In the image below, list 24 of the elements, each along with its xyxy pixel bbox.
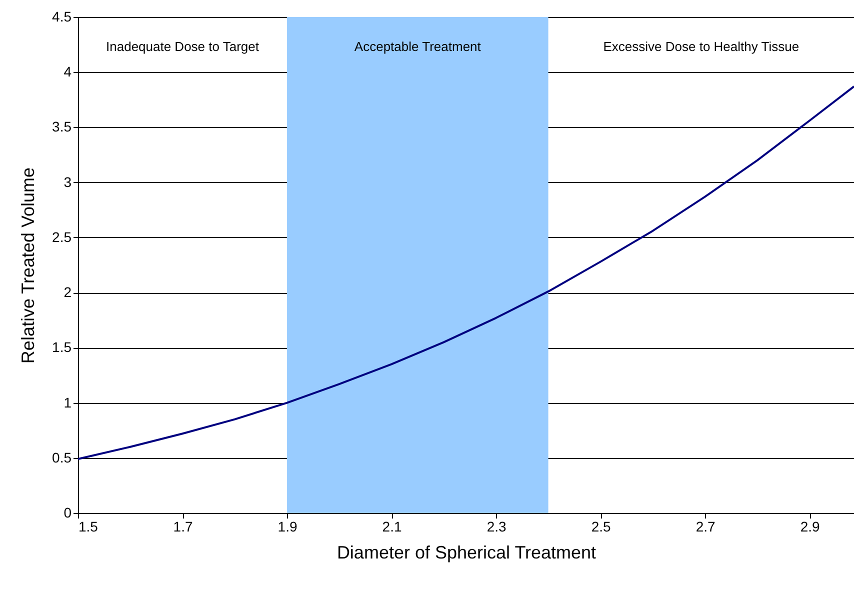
y-tick-label: 0 [64, 504, 72, 520]
y-tick-label: 1 [64, 394, 72, 410]
y-tick-label: 2 [64, 284, 72, 300]
y-tick-label: 1.5 [52, 339, 72, 356]
x-tick-label: 1.7 [173, 518, 193, 534]
y-tick-label: 2.5 [52, 228, 72, 245]
y-tick-label: 0.5 [52, 449, 72, 466]
y-tick-label: 4 [64, 64, 72, 80]
x-tick-label: 2.1 [382, 518, 402, 534]
x-tick-label: 2.7 [696, 518, 716, 534]
x-tick-label: 2.9 [800, 518, 820, 534]
x-tick-label: 2.5 [591, 518, 611, 534]
x-tick-label: 1.9 [278, 518, 298, 534]
x-axis-title: Diameter of Spherical Treatment [336, 542, 596, 562]
x-tick-label: 1.5 [78, 518, 98, 534]
x-tick-label: 2.3 [486, 518, 506, 534]
annotation: Inadequate Dose to Target [106, 39, 260, 54]
annotation: Excessive Dose to Healthy Tissue [603, 39, 800, 54]
y-axis-title: Relative Treated Volume [18, 167, 38, 364]
y-tick-label: 3 [64, 174, 72, 190]
band-label: Acceptable Treatment [354, 39, 482, 54]
line-series [77, 85, 854, 460]
y-tick-label: 4.5 [52, 8, 72, 24]
y-tick-label: 3.5 [52, 118, 72, 135]
